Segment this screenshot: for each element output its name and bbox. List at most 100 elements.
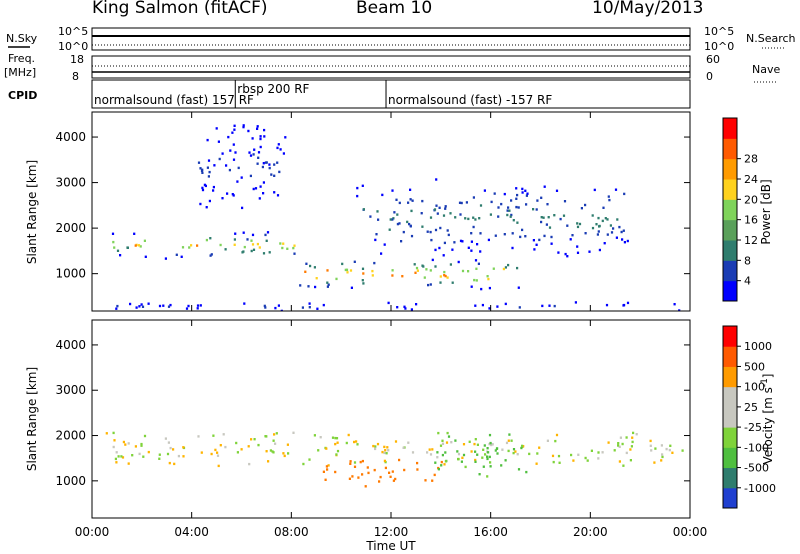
scatter-cell xyxy=(133,232,136,235)
scatter-cell xyxy=(623,241,626,244)
scatter-cell xyxy=(263,135,266,138)
scatter-cell xyxy=(359,460,362,464)
scatter-cell xyxy=(465,201,468,204)
scatter-cell xyxy=(273,174,276,177)
scatter-cell xyxy=(250,438,253,441)
scatter-cell xyxy=(440,460,443,464)
scatter-cell xyxy=(314,285,317,289)
scatter-cell xyxy=(461,240,464,243)
scatter-cell xyxy=(219,444,222,447)
scatter-cell xyxy=(464,465,467,469)
scatter-cell xyxy=(569,238,572,241)
scatter-cell xyxy=(313,266,316,269)
x-tick-label: 00:00 xyxy=(75,525,110,539)
scatter-cell xyxy=(196,307,199,310)
scatter-cell xyxy=(538,446,541,449)
scatter-cell xyxy=(483,444,486,447)
scatter-cell xyxy=(532,208,535,211)
scatter-cell xyxy=(464,217,467,220)
scatter-cell xyxy=(217,464,220,468)
scatter-cell xyxy=(388,471,391,474)
scatter-cell xyxy=(521,444,524,448)
scatter-cell xyxy=(476,443,479,446)
scatter-cell xyxy=(617,442,620,445)
scatter-cell xyxy=(625,436,628,439)
scatter-cell xyxy=(474,460,477,463)
scatter-cell xyxy=(124,443,127,446)
scatter-cell xyxy=(349,269,353,272)
noise-tick-right-top: 10^5 xyxy=(704,25,734,38)
scatter-cell xyxy=(496,452,499,455)
scatter-cell xyxy=(576,245,579,248)
scatter-cell xyxy=(247,129,250,133)
scatter-cell xyxy=(437,468,440,471)
scatter-cell xyxy=(483,189,486,192)
scatter-cell xyxy=(525,470,528,474)
x-tick-label: 12:00 xyxy=(374,525,409,539)
noise-panel-frame xyxy=(91,27,691,51)
scatter-cell xyxy=(112,431,115,435)
scatter-cell xyxy=(127,462,130,465)
scatter-cell xyxy=(439,275,442,278)
scatter-cell xyxy=(474,458,477,462)
scatter-cell xyxy=(671,451,674,454)
scatter-cell xyxy=(256,127,259,130)
scatter-cell xyxy=(429,230,432,234)
scatter-cell xyxy=(621,238,624,241)
x-tick-label: 08:00 xyxy=(274,525,309,539)
scatter-cell xyxy=(275,432,278,435)
scatter-cell xyxy=(545,223,548,226)
scatter-cell xyxy=(478,217,481,220)
scatter-cell xyxy=(578,222,582,226)
scatter-cell xyxy=(442,254,445,257)
scatter-cell xyxy=(258,246,261,249)
scatter-cell xyxy=(116,304,119,308)
scatter-cell xyxy=(394,477,397,481)
colorbar-swatch xyxy=(723,406,737,428)
scatter-cell xyxy=(610,231,614,234)
colorbar-tick-label: 12 xyxy=(744,234,758,247)
scatter-cell xyxy=(541,304,544,308)
scatter-cell xyxy=(415,303,418,306)
scatter-cell xyxy=(512,451,515,455)
scatter-cell xyxy=(308,302,311,305)
scatter-cell xyxy=(200,169,204,172)
scatter-cell xyxy=(557,251,560,254)
scatter-cell xyxy=(143,434,147,438)
scatter-cell xyxy=(248,151,251,154)
scatter-cell xyxy=(265,450,268,453)
scatter-cell xyxy=(431,479,434,482)
scatter-cell xyxy=(398,458,401,462)
colorbar-swatch xyxy=(723,326,737,347)
scatter-cell xyxy=(246,238,249,241)
scatter-cell xyxy=(280,309,283,311)
scatter-cell xyxy=(443,274,446,277)
scatter-cell xyxy=(197,435,200,438)
scatter-cell xyxy=(361,459,364,463)
scatter-cell xyxy=(231,131,234,134)
scatter-cell xyxy=(305,262,308,265)
scatter-cell xyxy=(631,436,634,439)
scatter-cell xyxy=(437,431,440,435)
scatter-cell xyxy=(180,255,183,258)
scatter-cell xyxy=(389,475,392,478)
scatter-cell xyxy=(393,211,396,214)
nave-tick-bottom: 0 xyxy=(706,70,713,83)
scatter-cell xyxy=(607,441,610,444)
scatter-cell xyxy=(606,233,609,236)
scatter-cell xyxy=(373,261,376,265)
scatter-cell xyxy=(434,265,437,268)
scatter-cell xyxy=(356,194,359,198)
scatter-cell xyxy=(441,442,445,445)
scatter-cell xyxy=(673,303,676,306)
scatter-cell xyxy=(242,231,245,234)
scatter-cell xyxy=(543,185,546,188)
scatter-cell xyxy=(131,454,134,457)
scatter-cell xyxy=(517,286,520,289)
scatter-cell xyxy=(553,214,556,217)
colorbar-swatch xyxy=(723,138,737,160)
scatter-cell xyxy=(247,445,250,448)
scatter-cell xyxy=(219,243,222,247)
scatter-cell xyxy=(326,285,329,288)
scatter-cell xyxy=(429,216,433,219)
